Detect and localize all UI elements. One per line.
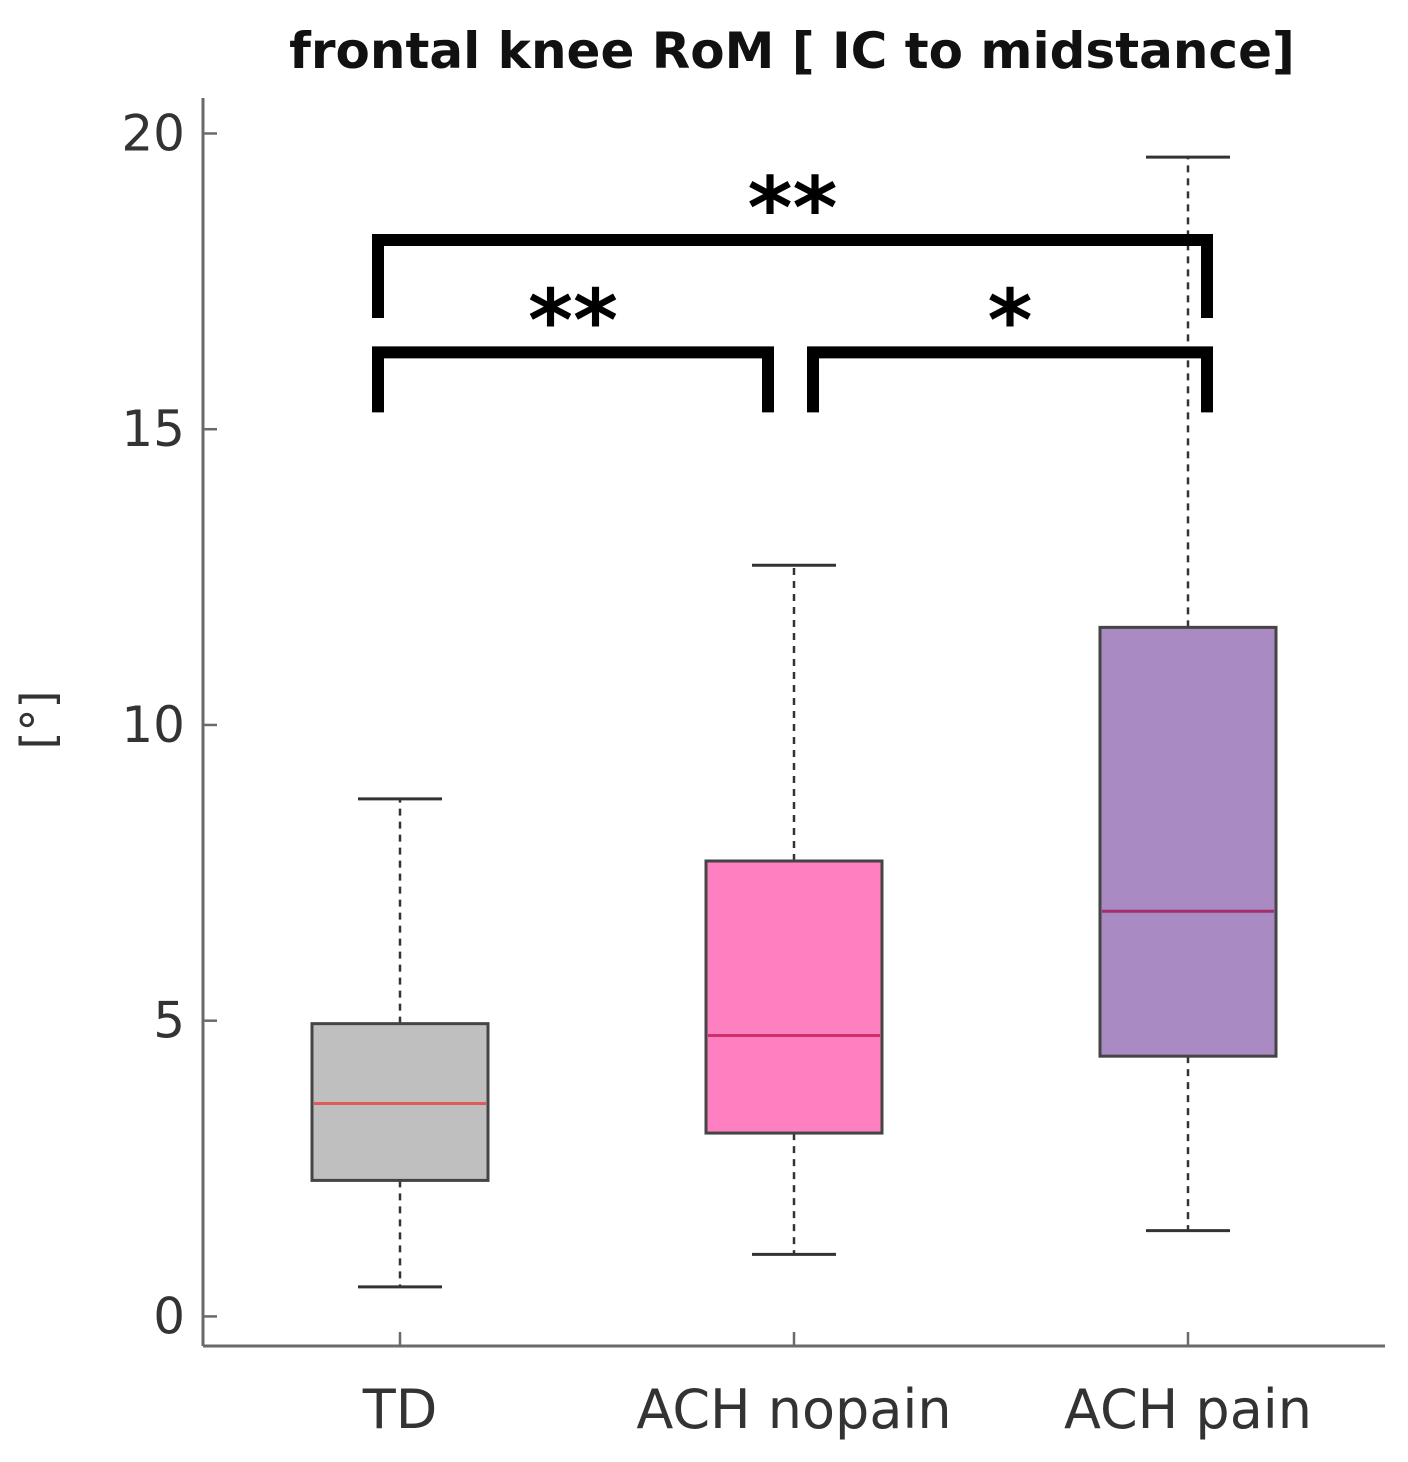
box-iqr: [1098, 625, 1278, 1058]
y-tick-label: 15: [121, 400, 185, 458]
chart-title: frontal knee RoM [ IC to midstance]: [289, 22, 1295, 80]
y-tick-label: 10: [121, 696, 185, 754]
y-axis-label: [°]: [11, 691, 65, 750]
significance-bracket: [372, 346, 774, 413]
x-category-label: ACH nopain: [636, 1378, 951, 1441]
significance-label: **: [528, 271, 618, 371]
box-iqr: [704, 859, 884, 1135]
x-category-label: TD: [362, 1378, 438, 1441]
significance-label: *: [988, 271, 1033, 371]
y-tick-label: 0: [153, 1287, 185, 1345]
significance-bracket: [807, 346, 1213, 413]
y-tick-label: 5: [153, 992, 185, 1050]
significance-label: **: [748, 159, 838, 259]
y-tick-label: 20: [121, 104, 185, 162]
significance-bracket: [372, 233, 1213, 318]
x-category-label: ACH pain: [1064, 1378, 1312, 1441]
